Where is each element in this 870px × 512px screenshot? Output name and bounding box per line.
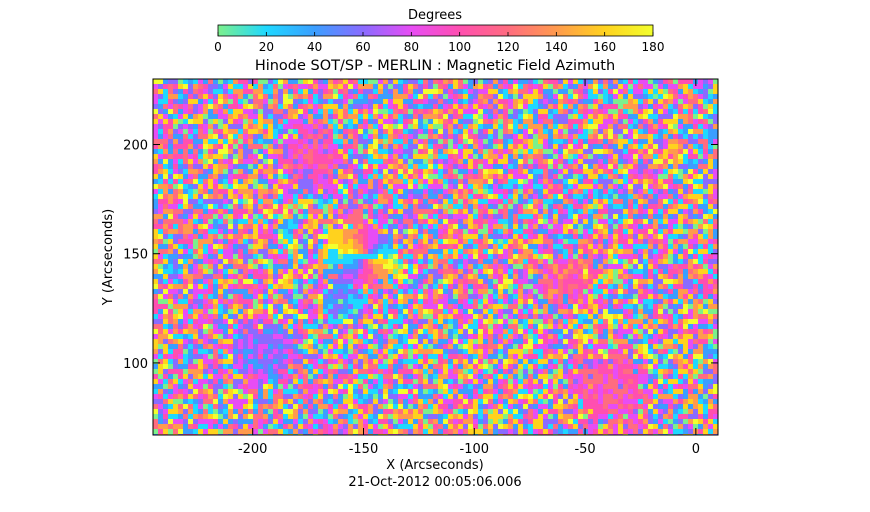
chart-title: Hinode SOT/SP - MERLIN : Magnetic Field …	[255, 58, 615, 74]
y-tick-label: 150	[123, 248, 148, 263]
x-tick-label: -150	[349, 442, 379, 457]
observation-timestamp: 21-Oct-2012 00:05:06.006	[348, 475, 521, 490]
y-axis-ticks: 100 150 200	[123, 139, 718, 372]
colorbar-tick-label: 20	[259, 40, 274, 54]
colorbar	[217, 24, 654, 37]
azimuth-map	[153, 79, 718, 435]
colorbar-tick-label: 140	[545, 40, 568, 54]
x-tick-label: -50	[574, 442, 595, 457]
y-tick-label: 100	[123, 357, 148, 372]
x-axis-label: X (Arcseconds)	[386, 458, 483, 473]
colorbar-tick-label: 120	[497, 40, 520, 54]
colorbar-tick-label: 0	[214, 40, 222, 54]
colorbar-tick-label: 60	[355, 40, 370, 54]
x-axis-ticks: -200 -150 -100 -50 0	[238, 79, 700, 457]
plot-frame	[152, 78, 719, 436]
colorbar-ticks: 0 20 40 60 80 100 120 140 160 180	[214, 32, 664, 54]
colorbar-label: Degrees	[408, 8, 462, 23]
x-tick-label: -100	[460, 442, 490, 457]
colorbar-tick-label: 40	[307, 40, 322, 54]
y-tick-label: 200	[123, 139, 148, 154]
colorbar-tick-label: 180	[642, 40, 665, 54]
colorbar-tick-label: 160	[593, 40, 616, 54]
colorbar-tick-label: 100	[448, 40, 471, 54]
x-tick-label: 0	[692, 442, 700, 457]
x-tick-label: -200	[238, 442, 268, 457]
colorbar-tick-label: 80	[404, 40, 419, 54]
y-axis-label: Y (Arcseconds)	[101, 209, 116, 306]
